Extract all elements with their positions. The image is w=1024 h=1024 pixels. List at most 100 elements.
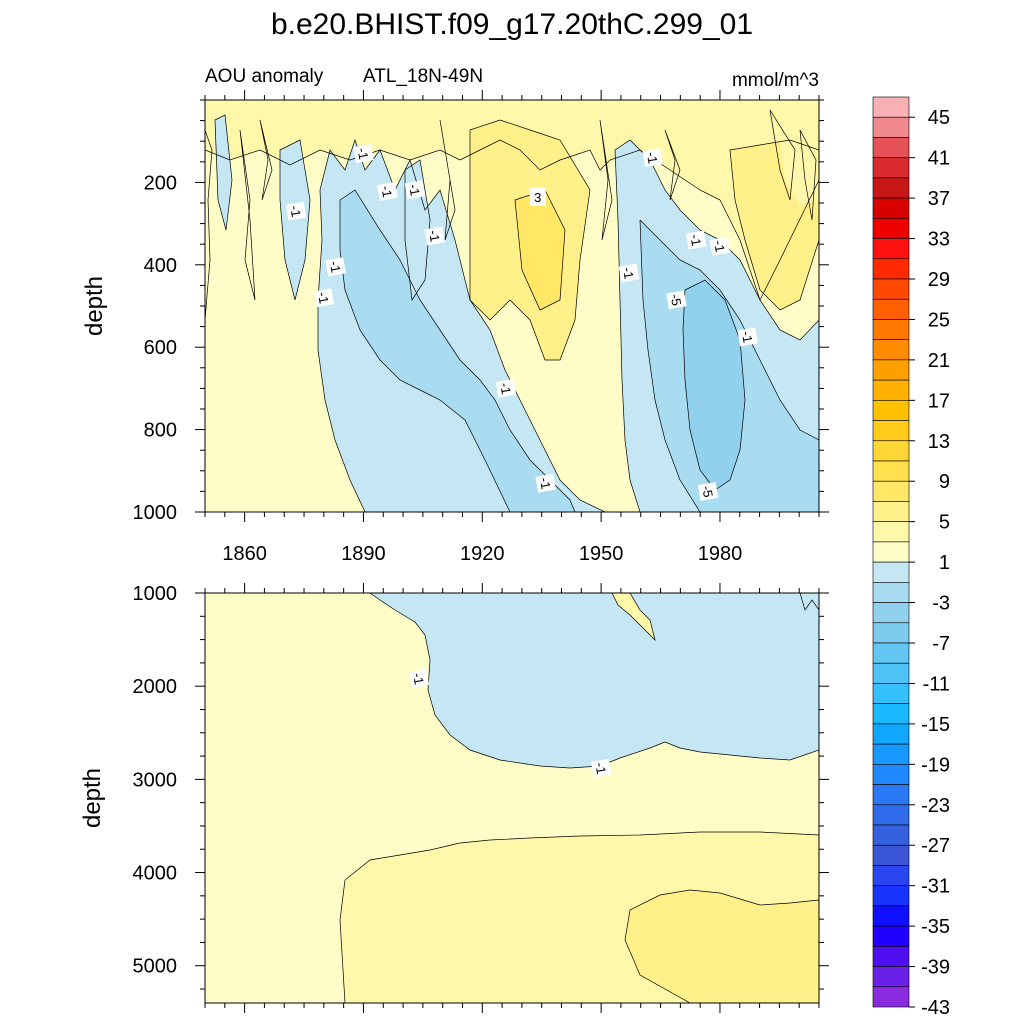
colorbar-box (872, 925, 910, 947)
colorbar-label: -15 (921, 714, 950, 736)
x-tick-label: 1950 (579, 543, 624, 565)
x-tick-label: 1920 (460, 543, 505, 565)
colorbar-box (872, 804, 910, 826)
contour-label-text: -1 (426, 229, 443, 243)
colorbar-label: -31 (921, 876, 950, 898)
lower-small-positive (612, 593, 655, 640)
contour-label-text: -1 (620, 266, 637, 280)
lower-contour-labels: -1 -1 (408, 669, 612, 778)
colorbar-box (872, 662, 910, 684)
lower-contour-lines (339, 593, 819, 1003)
contour-label-text: -5 (668, 293, 685, 307)
contour-label: -1 (737, 327, 758, 347)
colorbar-label: -11 (923, 673, 950, 695)
colorbar-box (872, 703, 910, 725)
colorbar-label: 9 (939, 471, 950, 493)
contour-label-text: -1 (592, 761, 609, 775)
contour-label-box (313, 288, 335, 308)
colorbar-box (872, 480, 910, 502)
colorbar-box (872, 501, 910, 522)
contour-label: -1 (495, 378, 517, 398)
y-tick-label: 600 (144, 337, 177, 359)
colorbar-box (872, 521, 910, 543)
contour-label-box (666, 290, 687, 310)
colorbar-label: 1 (939, 552, 950, 574)
contour-label-text: -1 (315, 291, 332, 305)
y-tick-label: 400 (144, 255, 177, 277)
contour-label: -1 (642, 148, 663, 168)
colorbar-box (872, 278, 910, 300)
upper-region-negative-5 (683, 280, 745, 490)
contour-label: -1 (325, 257, 346, 277)
colorbar-box (872, 582, 910, 603)
colorbar-box (872, 420, 910, 442)
lower-ticks (195, 583, 829, 1013)
lower-y-tick-labels: 1000 2000 3000 4000 5000 (133, 583, 178, 978)
colorbar-boxes (872, 96, 910, 1008)
contour-label-box (376, 182, 398, 201)
contour-label: -1 (353, 144, 374, 164)
colorbar-label: 45 (928, 107, 950, 129)
colorbar-box (872, 460, 910, 482)
colorbar-label: 29 (928, 269, 950, 291)
contour-label-text: -1 (739, 330, 756, 344)
colorbar-box (872, 298, 910, 320)
contour-label-box (590, 758, 612, 778)
colorbar-box (872, 157, 910, 179)
upper-streak-2 (280, 140, 310, 300)
lower-contour-field (205, 593, 819, 1003)
contour-label: -1 (313, 288, 335, 308)
contour-label: -1 (424, 226, 446, 246)
y-tick-label: 1000 (133, 502, 178, 524)
y-tick-label: 800 (144, 420, 177, 442)
colorbar-box (872, 622, 910, 644)
units-label: mmol/m^3 (732, 70, 819, 91)
colorbar-label: 33 (928, 229, 950, 251)
contour-label-box (353, 144, 374, 164)
contour-label: -5 (697, 481, 719, 501)
colorbar-box (872, 905, 910, 927)
contour-label-box (697, 481, 719, 501)
contour-label-box (408, 669, 430, 689)
contour-label-box (424, 226, 446, 246)
contour-label-box (737, 327, 758, 347)
colorbar-box (872, 359, 910, 381)
upper-contour-labels: -1 -1 -1 -1 -1 -1 -1 3 -1 -1 -1 -1 -1 -5 -1 -1 -5 (285, 144, 758, 501)
colorbar: 45 41 37 33 29 25 21 17 13 9 5 1 -3 -7 -11 -15 -19 -23 -27… (872, 96, 950, 1019)
contour-label-text: -1 (378, 185, 395, 199)
upper-contour-field (205, 100, 819, 512)
y-tick-label: 2000 (133, 676, 178, 698)
upper-region-negative-left (318, 140, 605, 512)
contour-label: -1 (285, 201, 307, 221)
colorbar-box (872, 116, 910, 138)
lower-region-negative (370, 593, 819, 768)
contour-label: -5 (666, 290, 687, 310)
colorbar-label: -39 (921, 957, 950, 979)
contour-label-box (529, 187, 546, 206)
contour-label-box (325, 257, 346, 277)
contour-label-text: -1 (410, 672, 427, 686)
colorbar-label: 5 (939, 512, 950, 534)
x-tick-label: 1890 (341, 543, 386, 565)
colorbar-box (872, 197, 910, 219)
upper-ticks (195, 90, 829, 522)
lower-y-axis-label: depth (79, 768, 106, 828)
contour-label: -1 (408, 669, 430, 689)
colorbar-box (872, 218, 910, 239)
colorbar-box (872, 440, 910, 462)
lower-frame (204, 592, 820, 1004)
colorbar-label: -27 (921, 835, 950, 857)
upper-region-negative-left-inner (340, 190, 575, 512)
colorbar-label: 21 (928, 350, 950, 372)
contour-label: -1 (404, 180, 426, 200)
contour-label-text: -1 (355, 147, 372, 161)
contour-label-box (618, 263, 640, 283)
colorbar-box (872, 844, 910, 866)
colorbar-label: 17 (928, 390, 950, 412)
y-tick-label: 5000 (133, 956, 178, 978)
contour-label-text: -1 (406, 183, 423, 197)
colorbar-box (872, 824, 910, 846)
colorbar-box (872, 885, 910, 907)
contour-label-box (285, 201, 307, 221)
colorbar-box (872, 561, 910, 583)
